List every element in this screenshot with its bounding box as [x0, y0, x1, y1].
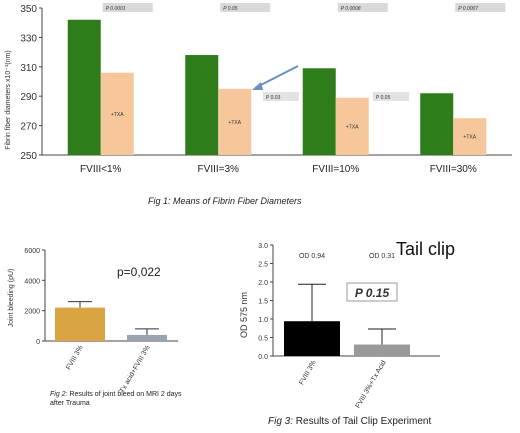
- fig1-extra-p-value: P 0.03: [266, 95, 281, 101]
- fig1-bar-txa: [453, 118, 487, 155]
- fig2-caption-line2: after Trauma: [50, 400, 90, 407]
- joint-bleeding-chart: Joint bleeding (pU) p=0,022 0 2000 4000 600…: [8, 248, 178, 395]
- fig3-y-tick-label: 2.5: [258, 262, 268, 269]
- fig1-plot-area: 250 270 290 310 330 350 +TXA FVIII<1% P 0.0001 +T…: [20, 3, 512, 175]
- fig1-y-tick-label: 290: [20, 92, 37, 103]
- fig1-bar-fviii: [185, 55, 219, 155]
- fig1-caption: Fig 1: Means of Fibrin Fiber Diameters: [148, 196, 302, 206]
- fig3-p-value: P 0.15: [355, 286, 390, 300]
- fig1-p-value-box: [220, 3, 271, 12]
- fig1-arrow-head: [252, 82, 263, 90]
- fig2-y-tick-label: 2000: [24, 309, 40, 316]
- fig1-bar-txa: [335, 97, 369, 155]
- fig1-bar-fviii: [67, 19, 101, 156]
- fig3-y-tick-label: 0.0: [258, 354, 268, 361]
- fig1-extra-p-value: P 0.05: [376, 95, 391, 101]
- fig2-y-tick-label: 6000: [24, 248, 40, 255]
- fig1-p-value-box: [455, 3, 506, 12]
- fig3-caption-prefix: Fig 3:: [268, 416, 294, 427]
- fig1-extra-p-box: [373, 92, 409, 101]
- fig3-y-tick-label: 2.0: [258, 280, 268, 287]
- fig3-od-label: OD 0.94: [299, 253, 325, 260]
- fig2-caption: Fig 2: Results of joint bleed on MRI 2 d…: [50, 390, 182, 408]
- fig2-bar: [55, 307, 105, 341]
- fig1-bar-txa-label: +TXA: [463, 135, 476, 141]
- fig1-bar-txa-label: +TXA: [228, 120, 241, 126]
- fig1-bar-txa: [218, 88, 252, 155]
- fig1-bar-fviii: [302, 68, 336, 155]
- fig3-plot-area: 0.0 0.5 1.0 1.5 2.0 2.5 3.0 OD 0.94 FVIII 3% OD 0…: [258, 243, 440, 410]
- fig1-y-tick-label: 250: [20, 151, 37, 162]
- fig1-y-tick-label: 330: [20, 33, 37, 44]
- fig2-y-tick-label: 4000: [24, 278, 40, 285]
- fig1-category-label: FVIII=30%: [430, 164, 477, 175]
- fig3-y-tick-label: 0.5: [258, 336, 268, 343]
- fig2-caption-prefix: Fig 2:: [50, 391, 68, 398]
- fig2-category-label: Tx acid+FVIII 3%: [119, 345, 152, 395]
- fig3-y-tick-label: 3.0: [258, 243, 268, 250]
- fig3-y-tick-label: 1.5: [258, 299, 268, 306]
- fig1-arrow-shaft: [254, 65, 299, 89]
- fig1-category-label: FVIII=10%: [312, 164, 359, 175]
- fig1-y-tick-label: 270: [20, 122, 37, 133]
- fig3-y-axis-label: OD 575 nm: [239, 292, 249, 338]
- fig3-p-box: [346, 282, 398, 302]
- fig2-y-axis-label: Joint bleeding (pU): [8, 269, 15, 328]
- fig2-caption-text: Results of joint bleed on MRI 2 days: [67, 391, 182, 398]
- fig1-p-value: P 0.0001: [106, 6, 126, 12]
- fig3-category-label: FVIII 3%: [298, 360, 317, 387]
- fig1-p-value: P 0.0007: [458, 6, 478, 12]
- fig1-bar-txa-label: +TXA: [346, 124, 359, 130]
- fig1-p-value-box: [102, 3, 153, 12]
- fig1-y-tick-label: 350: [20, 4, 37, 15]
- tail-clip-chart: Tail clip OD 575 nm 0.0 0.5 1.0 1.5 2.0 2.5 3.…: [239, 239, 455, 410]
- fig1-bar-txa-label: +TXA: [111, 112, 124, 118]
- fig2-bar: [127, 334, 167, 341]
- fig2-p-annotation: p=0,022: [117, 265, 161, 279]
- fig3-caption-text: Results of Tail Clip Experiment: [293, 416, 432, 427]
- fig1-caption-text: Means of Fibrin Fiber Diameters: [170, 196, 302, 206]
- fig1-y-axis-label: Fibrin fiber diameters x10⁻³(nm): [5, 50, 12, 149]
- fig1-category-label: FVIII=3%: [198, 164, 240, 175]
- fig3-bar: [354, 344, 410, 356]
- fig3-y-tick-label: 1.0: [258, 317, 268, 324]
- fibrin-diameter-chart: Fibrin fiber diameters x10⁻³(nm) 2502702…: [5, 3, 512, 175]
- fig1-y-tick-label: 310: [20, 63, 37, 74]
- fig1-p-value: P 0.05: [223, 6, 237, 12]
- fig3-caption: Fig 3: Results of Tail Clip Experiment: [268, 416, 431, 427]
- fig1-category-label: FVIII<1%: [80, 164, 122, 175]
- fig3-category-label: FVIII 3%+Tx Acid: [355, 359, 388, 409]
- fig3-od-label: OD 0.31: [369, 253, 395, 260]
- fig1-extra-p-box: [263, 92, 299, 101]
- fig1-p-value-box: [337, 3, 388, 12]
- fig3-title: Tail clip: [396, 239, 455, 259]
- fig1-bar-txa: [100, 72, 134, 155]
- fig1-caption-prefix: Fig 1:: [148, 196, 171, 206]
- fig3-bar: [284, 321, 340, 356]
- fig1-p-value: P 0.0008: [341, 6, 361, 12]
- fig1-bar-fviii: [420, 93, 454, 155]
- fig2-category-label: FVIII 3%: [65, 345, 84, 372]
- fig2-y-tick-label: 0: [36, 339, 40, 346]
